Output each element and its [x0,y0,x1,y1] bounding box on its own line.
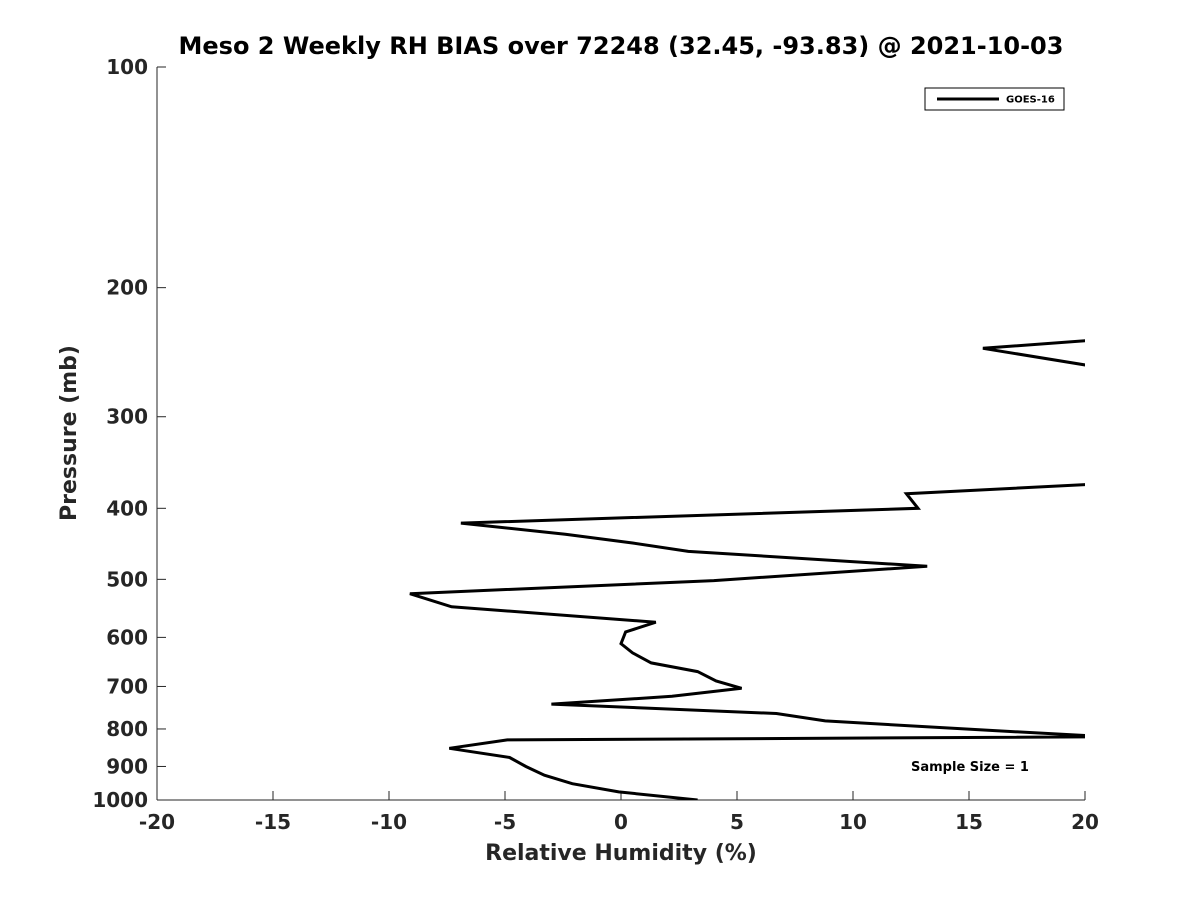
y-tick-label: 700 [106,674,148,698]
y-tick-label: 400 [106,496,148,520]
x-tick-label: 15 [955,810,983,834]
x-ticks: -20 -15 -10 -5 0 5 10 15 20 [139,791,1099,834]
y-tick-label: 100 [106,55,148,79]
y-tick-label: 900 [106,754,148,778]
legend-label: GOES-16 [1006,95,1055,106]
series-line-goes-16 [982,339,1085,367]
x-tick-label: -5 [494,810,516,834]
x-axis-label: Relative Humidity (%) [485,841,757,866]
series-layer [409,339,1085,800]
axes [156,67,1085,801]
y-tick-label: 500 [106,567,148,591]
y-tick-label: 600 [106,625,148,649]
y-tick-label: 300 [106,405,148,429]
chart-title: Meso 2 Weekly RH BIAS over 72248 (32.45,… [179,32,1064,60]
legend: GOES-16 [924,87,1065,111]
x-tick-label: -20 [139,810,175,834]
x-tick-label: -10 [371,810,407,834]
y-ticks: 100 200 300 400 500 600 700 800 900 1000 [92,55,166,812]
y-axis-label: Pressure (mb) [57,345,82,521]
x-tick-label: -15 [255,810,291,834]
y-tick-label: 200 [106,276,148,300]
x-tick-label: 20 [1071,810,1099,834]
series-line-goes-16 [409,483,1085,800]
x-tick-label: 10 [839,810,867,834]
y-tick-label: 1000 [92,788,148,812]
x-tick-label: 0 [614,810,628,834]
y-tick-label: 800 [106,717,148,741]
x-tick-label: 5 [730,810,744,834]
sample-size-annotation: Sample Size = 1 [911,760,1029,775]
